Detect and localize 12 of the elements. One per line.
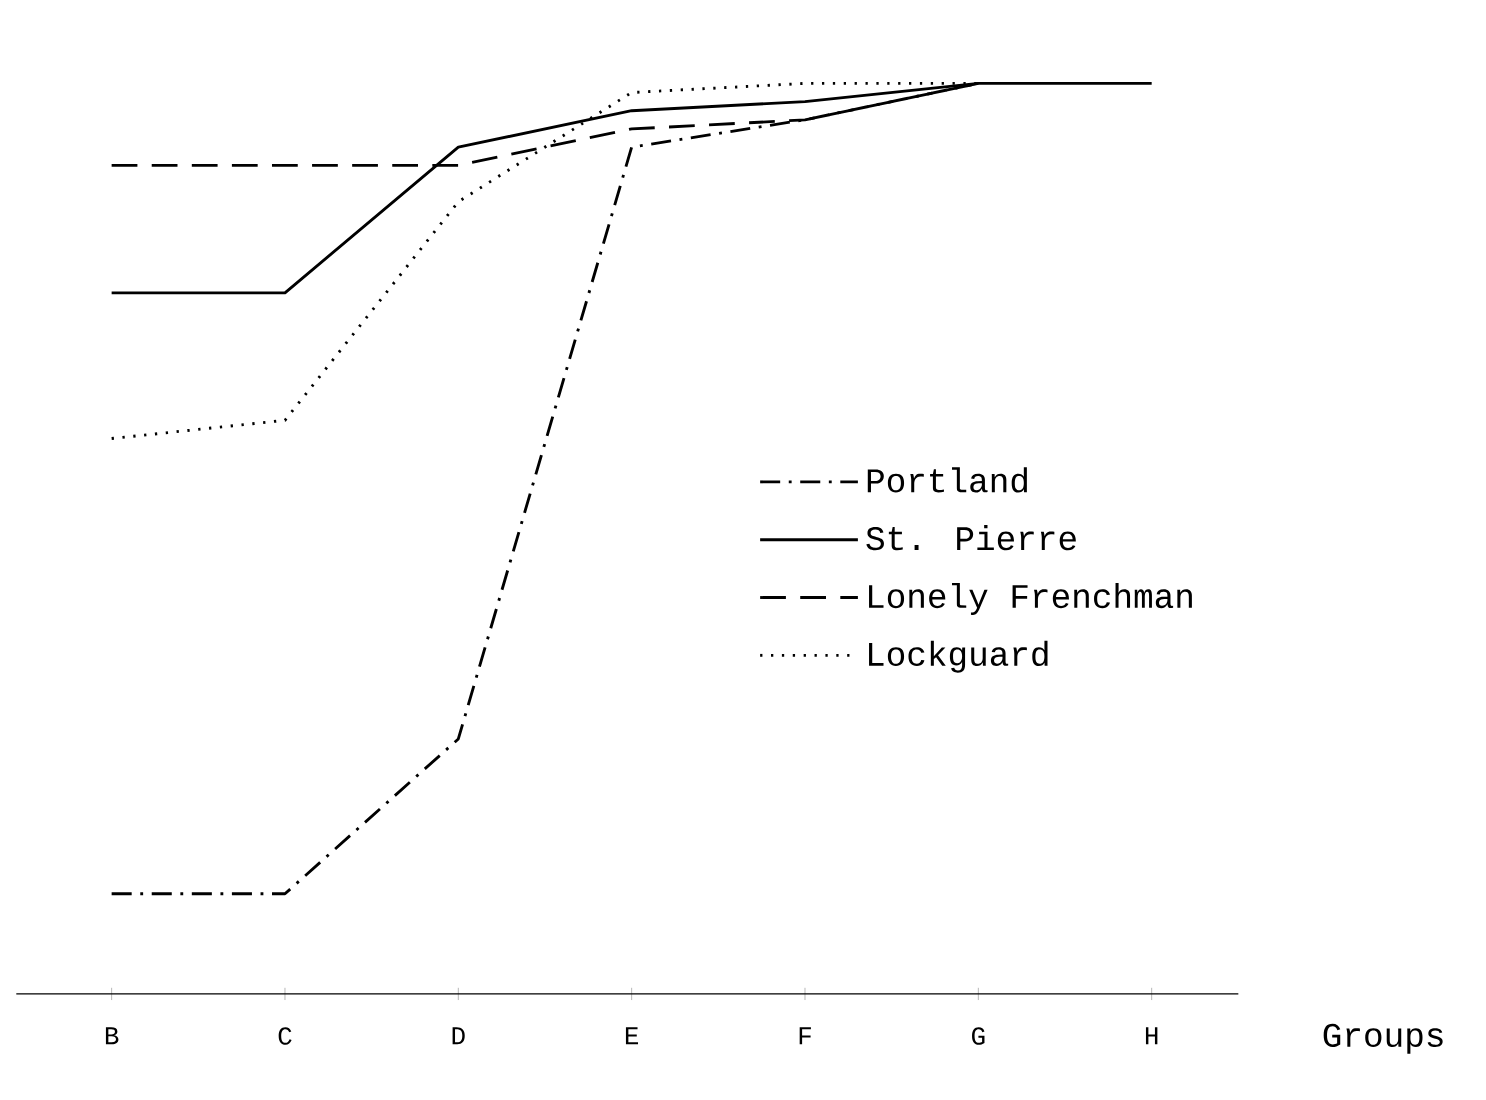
x-axis-title: Groups [1323, 1023, 1443, 1054]
x-tick-label: B [105, 1027, 119, 1045]
x-tick-label: G [972, 1027, 985, 1045]
x-tick-label: D [452, 1027, 465, 1045]
x-tick-label: C [278, 1027, 292, 1045]
x-tick-label: E [625, 1027, 639, 1045]
x-tick-label: H [1145, 1027, 1158, 1045]
legend-label: St. Pierre [866, 525, 1076, 551]
legend-label: Lonely Frenchman [869, 583, 1192, 616]
x-tick-label: F [799, 1027, 811, 1045]
legend-label: Portland [867, 467, 1027, 493]
legend-label: Lockguard [869, 640, 1048, 673]
